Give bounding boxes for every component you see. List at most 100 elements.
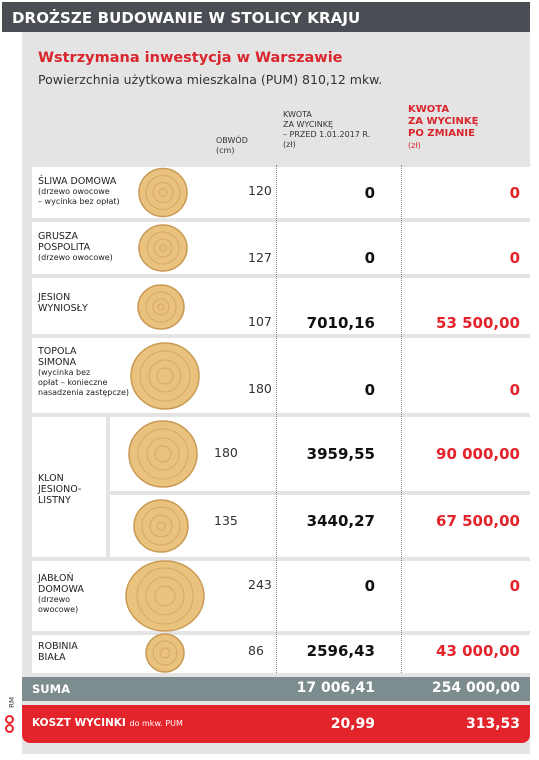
tree-note: owocowe) [38,605,79,614]
tree-note: (drzewo owocowe [38,187,110,196]
info-title: Wstrzymana inwestycja w Warszawie [38,50,343,66]
table-row: ŚLIWA DOMOWA (drzewo owocowe – wycinka b… [32,167,530,218]
col-after-unit: (zł) [408,141,421,150]
col-before-l2: ZA WYCINKĘ [283,120,334,129]
cost-before-value: 20,99 [330,716,375,732]
tree-ring-icon [128,420,198,488]
logo-ring-icon [5,715,14,724]
tree-name: ROBINIA BIAŁA [32,641,78,663]
table-row: 180 3959,55 90 000,00 [110,417,530,491]
cost-before-value: 0 [364,249,375,267]
col-circ-label: OBWÓD [216,136,248,145]
cost-before-value: 0 [364,184,375,202]
table-row: TOPOLA SIMONA (wycinka bez opłat – konie… [32,338,530,413]
col-after-l2: ZA WYCINKĘ [408,116,479,127]
table-row-label: KLON JESIONO- LISTNY [32,417,106,557]
cost-before-value: 7010,16 [306,314,375,332]
tree-name-line: TOPOLA [38,346,77,357]
credit-mark: RM [3,695,19,743]
circumference-value: 127 [248,250,272,265]
col-before-l3: – PRZED 1.01.2017 R. [283,130,371,139]
circumference-value: 120 [248,183,272,198]
tree-name-line: GRUSZA [38,231,78,242]
col-header-after: KWOTA ZA WYCINKĘ PO ZMIANIE (zł) [408,104,478,152]
tree-ring-icon [133,499,189,553]
tree-ring-icon [145,633,185,673]
tree-name: JESION WYNIOSŁY [32,292,88,314]
col-after-l1: KWOTA [408,104,450,115]
sum-label: SUMA [32,682,70,696]
tree-ring-icon [138,167,188,218]
cost-label-main: KOSZT WYCINKI [32,717,126,729]
cost-before-value: 0 [364,577,375,595]
tree-ring-icon [138,224,188,272]
table-row: GRUSZA POSPOLITA (drzewo owocowe) 127 0 … [32,222,530,274]
col-before-unit: (zł) [283,140,296,149]
tree-name-line: JESION [38,292,71,303]
cost-before-value: 2596,43 [306,642,375,660]
tree-note: nasadzenia zastępcze) [38,388,130,397]
cost-before-value: 3959,55 [306,445,375,463]
col-header-before: KWOTA ZA WYCINKĘ – PRZED 1.01.2017 R. (z… [283,110,370,150]
col-before-l1: KWOTA [283,110,312,119]
cost-label: KOSZT WYCINKI do mkw. PUM [32,717,183,729]
tree-name-line: JABŁOŃ [38,573,74,584]
tree-note: (drzewo owocowe) [38,253,113,262]
column-divider [276,165,277,673]
tree-name-line: JESIONO- [38,484,82,495]
sum-row: SUMA 17 006,41 254 000,00 [22,677,530,701]
table-row: ROBINIA BIAŁA 86 2596,43 43 000,00 [32,633,530,673]
tree-name: TOPOLA SIMONA (wycinka bez opłat – konie… [32,346,129,398]
sum-after-value: 254 000,00 [431,680,520,696]
cost-after-value: 0 [509,249,520,267]
page-header: DROŻSZE BUDOWANIE W STOLICY KRAJU [2,2,530,32]
table-row: 135 3440,27 67 500,00 [110,495,530,557]
circumference-value: 135 [214,513,238,528]
table-row: JABŁOŃ DOMOWA (drzewo owocowe) 243 0 0 [32,560,530,632]
info-subtitle: Powierzchnia użytkowa mieszkalna (PUM) 8… [38,72,383,87]
circumference-value: 86 [248,643,264,658]
cost-after-value: 0 [509,381,520,399]
cost-before-value: 3440,27 [306,512,375,530]
tree-name: JABŁOŃ DOMOWA (drzewo owocowe) [32,573,84,615]
cost-before-value: 0 [364,381,375,399]
cost-after-value: 53 500,00 [436,314,520,332]
table-row: JESION WYNIOSŁY 107 7010,16 53 500,00 [32,278,530,334]
cost-after-value: 0 [509,184,520,202]
sum-before-value: 17 006,41 [296,680,375,696]
cost-after-value: 313,53 [465,716,520,732]
tree-name-line: SIMONA [38,357,77,368]
cost-per-sqm-row: KOSZT WYCINKI do mkw. PUM 20,99 313,53 [22,705,530,743]
tree-name: GRUSZA POSPOLITA (drzewo owocowe) [32,231,113,263]
circumference-value: 180 [214,445,238,460]
circumference-value: 107 [248,314,272,329]
tree-name-line: KLON [38,473,64,484]
cost-after-value: 67 500,00 [436,512,520,530]
circumference-value: 180 [248,381,272,396]
tree-note: (drzewo [38,595,71,604]
tree-name: ŚLIWA DOMOWA (drzewo owocowe – wycinka b… [32,176,120,207]
tree-name-line: LISTNY [38,495,71,506]
cost-after-value: 43 000,00 [436,642,520,660]
cost-after-value: 0 [509,577,520,595]
tree-ring-icon [125,560,205,632]
tree-ring-icon [130,342,200,410]
col-header-circumference: OBWÓD (cm) [216,136,248,156]
tree-note: opłat – konieczne [38,378,108,387]
logo-ring-icon [5,724,14,733]
col-after-l3: PO ZMIANIE [408,128,475,139]
tree-name: KLON JESIONO- LISTNY [32,473,81,506]
tree-name-line: DOMOWA [38,584,84,595]
author-initials: RM [8,697,16,708]
cost-after-value: 90 000,00 [436,445,520,463]
tree-note: – wycinka bez opłat) [38,197,120,206]
cost-label-unit: do mkw. PUM [129,719,183,728]
col-circ-unit: (cm) [216,146,235,155]
tree-ring-icon [137,284,185,330]
tree-note: (wycinka bez [38,368,91,377]
tree-name-line: ŚLIWA DOMOWA [38,176,117,187]
tree-name-line: ROBINIA [38,641,78,652]
circumference-value: 243 [248,577,272,592]
header-title: DROŻSZE BUDOWANIE W STOLICY KRAJU [12,9,361,27]
tree-name-line: WYNIOSŁY [38,303,88,314]
